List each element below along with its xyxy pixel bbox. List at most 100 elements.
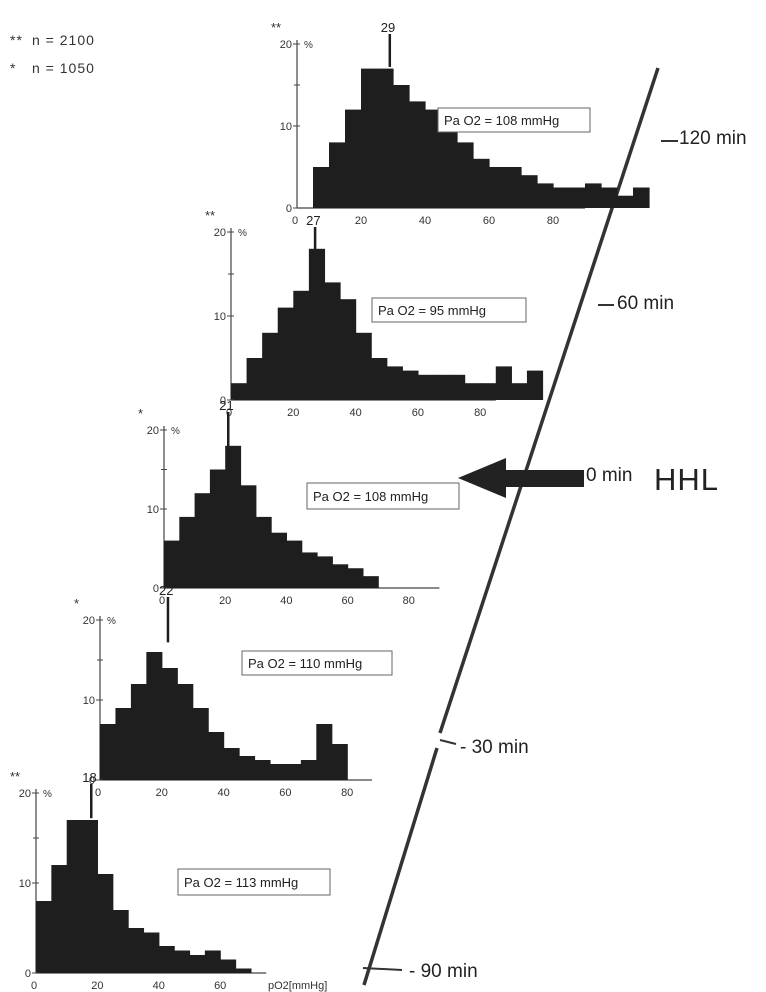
x-tick-label: 0 bbox=[31, 980, 37, 992]
timeline-tick bbox=[362, 967, 403, 971]
x-tick-label: 20 bbox=[355, 215, 367, 227]
x-tick-label: 80 bbox=[403, 595, 415, 607]
y-tick-label: 0 bbox=[153, 583, 159, 595]
pao2-label: Pa O2 = 110 mmHg bbox=[248, 656, 362, 671]
x-tick-label: 60 bbox=[412, 407, 424, 419]
histogram-bar bbox=[293, 290, 310, 400]
histogram-bar bbox=[66, 820, 83, 973]
histogram-bar bbox=[402, 370, 419, 400]
y-tick-label: 20 bbox=[280, 39, 292, 51]
y-tick-label: 20 bbox=[83, 615, 95, 627]
x-tick-label: 40 bbox=[217, 787, 229, 799]
histogram-bar bbox=[473, 158, 490, 208]
y-tick-label: 0 bbox=[89, 775, 95, 787]
histogram-bar bbox=[143, 932, 160, 973]
histogram-bar bbox=[633, 187, 650, 208]
x-axis-label: pO2[mmHg] bbox=[268, 980, 327, 992]
histogram-bar bbox=[521, 175, 538, 208]
histogram-bar bbox=[231, 383, 248, 400]
histogram-bar bbox=[161, 668, 178, 780]
timeline-tick bbox=[439, 739, 457, 745]
sample-size-marker: ** bbox=[271, 20, 281, 35]
legend-entry-2100: ** n = 2100 bbox=[10, 32, 95, 48]
timeline-label-120: 120 min bbox=[679, 128, 747, 149]
histogram-bar bbox=[393, 85, 410, 208]
x-tick-label: 20 bbox=[219, 595, 231, 607]
sample-size-marker: ** bbox=[10, 769, 20, 784]
histogram-bar bbox=[495, 366, 512, 400]
legend-text: n = 2100 bbox=[32, 32, 95, 48]
histogram-bar bbox=[194, 493, 211, 588]
histogram-bar bbox=[313, 167, 330, 208]
x-tick-label: 0 bbox=[292, 215, 298, 227]
histogram-bar bbox=[464, 383, 481, 400]
median-label: 27 bbox=[306, 213, 320, 228]
median-label: 18 bbox=[82, 770, 96, 785]
histogram-bar bbox=[324, 282, 341, 400]
histogram-bar bbox=[585, 183, 602, 208]
x-tick-label: 80 bbox=[341, 787, 353, 799]
histogram-bar bbox=[269, 764, 286, 780]
histogram-bar bbox=[240, 485, 257, 588]
event-label-hhl: HHL bbox=[654, 462, 720, 497]
histogram-bar bbox=[100, 724, 117, 780]
histogram-bar bbox=[128, 928, 145, 973]
histogram-bar bbox=[386, 366, 403, 400]
median-label: 21 bbox=[219, 398, 233, 413]
histogram-bar bbox=[115, 708, 132, 780]
histogram-bar bbox=[489, 167, 506, 208]
y-tick-label: 20 bbox=[19, 788, 31, 800]
y-unit-label: % bbox=[43, 789, 52, 800]
histogram-bar bbox=[617, 195, 634, 208]
pao2-label: Pa O2 = 113 mmHg bbox=[184, 875, 298, 890]
histogram-bar bbox=[254, 760, 271, 780]
histogram-bar bbox=[433, 374, 450, 400]
histogram-bar bbox=[345, 109, 362, 208]
x-tick-label: 60 bbox=[341, 595, 353, 607]
pao2-label: Pa O2 = 95 mmHg bbox=[378, 303, 486, 318]
histogram-bar bbox=[192, 708, 209, 780]
histogram-bar bbox=[332, 564, 349, 588]
histogram-bar bbox=[526, 370, 544, 400]
pao2-box bbox=[306, 482, 460, 510]
timeline-line-upper bbox=[438, 67, 660, 734]
x-tick-label: 40 bbox=[153, 980, 165, 992]
histogram-bar bbox=[329, 142, 346, 208]
histogram-bar bbox=[82, 820, 98, 973]
y-tick-label: 10 bbox=[214, 311, 226, 323]
histogram-bar bbox=[537, 183, 554, 208]
x-tick-label: 60 bbox=[214, 980, 226, 992]
histogram-bar bbox=[441, 126, 458, 208]
x-tick-label: 40 bbox=[419, 215, 431, 227]
x-tick-label: 80 bbox=[474, 407, 486, 419]
histogram-bar bbox=[208, 732, 225, 780]
pao2-box bbox=[371, 297, 527, 323]
y-tick-label: 20 bbox=[147, 425, 159, 437]
histogram-bar bbox=[246, 358, 263, 400]
histogram-bar bbox=[158, 946, 175, 973]
arrow-shaft bbox=[502, 470, 584, 487]
pao2-label: Pa O2 = 108 mmHg bbox=[313, 489, 428, 504]
histogram-bar bbox=[209, 469, 226, 588]
histogram-bar bbox=[331, 744, 348, 780]
histogram-bar bbox=[601, 187, 618, 208]
histogram-bar bbox=[511, 383, 528, 400]
histogram-bar bbox=[189, 955, 206, 973]
histogram-bar bbox=[262, 332, 279, 400]
timeline-label-60: 60 min bbox=[617, 293, 675, 314]
histogram-bar bbox=[286, 540, 303, 588]
legend-mark: ** bbox=[10, 32, 23, 48]
timeline-label-minus-30: - 30 min bbox=[460, 737, 529, 758]
x-tick-label: 0 bbox=[159, 595, 165, 607]
timeline-label-minus-90: - 90 min bbox=[409, 961, 478, 982]
histogram-bar bbox=[164, 540, 180, 588]
histogram-bar bbox=[146, 652, 163, 780]
x-tick-label: 60 bbox=[483, 215, 495, 227]
histogram-bar bbox=[377, 68, 394, 208]
legend-entry-1050: * n = 1050 bbox=[10, 60, 95, 76]
histogram-bar bbox=[277, 307, 294, 400]
histogram-bar bbox=[174, 950, 191, 973]
histogram-bar bbox=[347, 568, 364, 588]
histogram-bar bbox=[223, 748, 240, 780]
y-tick-label: 20 bbox=[214, 227, 226, 239]
